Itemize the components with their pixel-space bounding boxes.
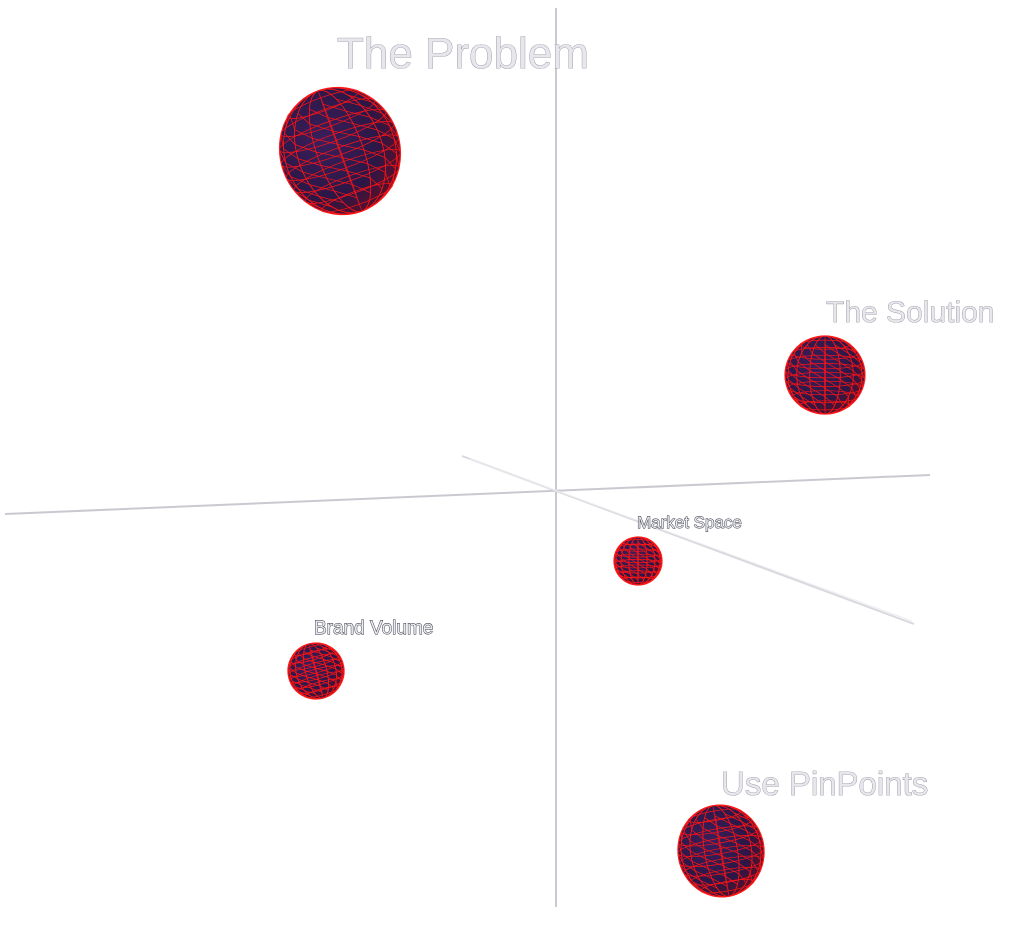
label-use-pinpoints: Use PinPoints (721, 765, 928, 802)
label-the-problem: The Problem (337, 29, 589, 78)
labels: The Problem The Solution Market Space Br… (314, 29, 995, 803)
label-market-space: Market Space (637, 513, 742, 532)
horizontal-axis (4, 474, 931, 515)
sphere-solution[interactable] (784, 335, 866, 415)
sphere-market[interactable] (613, 536, 663, 586)
sphere-outline (287, 642, 345, 700)
sphere-outline (677, 804, 765, 898)
sphere-outline (784, 335, 866, 415)
sphere-outline (278, 86, 402, 216)
sphere-pinpoints[interactable] (671, 798, 772, 904)
depth-axis-highlight (469, 458, 913, 622)
sphere-body (677, 805, 765, 897)
sphere-problem[interactable] (262, 70, 419, 231)
axes (4, 8, 931, 907)
sphere-outline (613, 536, 663, 586)
spheres (262, 70, 866, 904)
label-brand-volume: Brand Volume (314, 618, 433, 639)
sphere-body (279, 87, 401, 215)
label-the-solution: The Solution (826, 296, 994, 329)
sphere-body (785, 336, 865, 414)
sphere-body (614, 537, 662, 585)
sphere-brand[interactable] (282, 637, 351, 706)
